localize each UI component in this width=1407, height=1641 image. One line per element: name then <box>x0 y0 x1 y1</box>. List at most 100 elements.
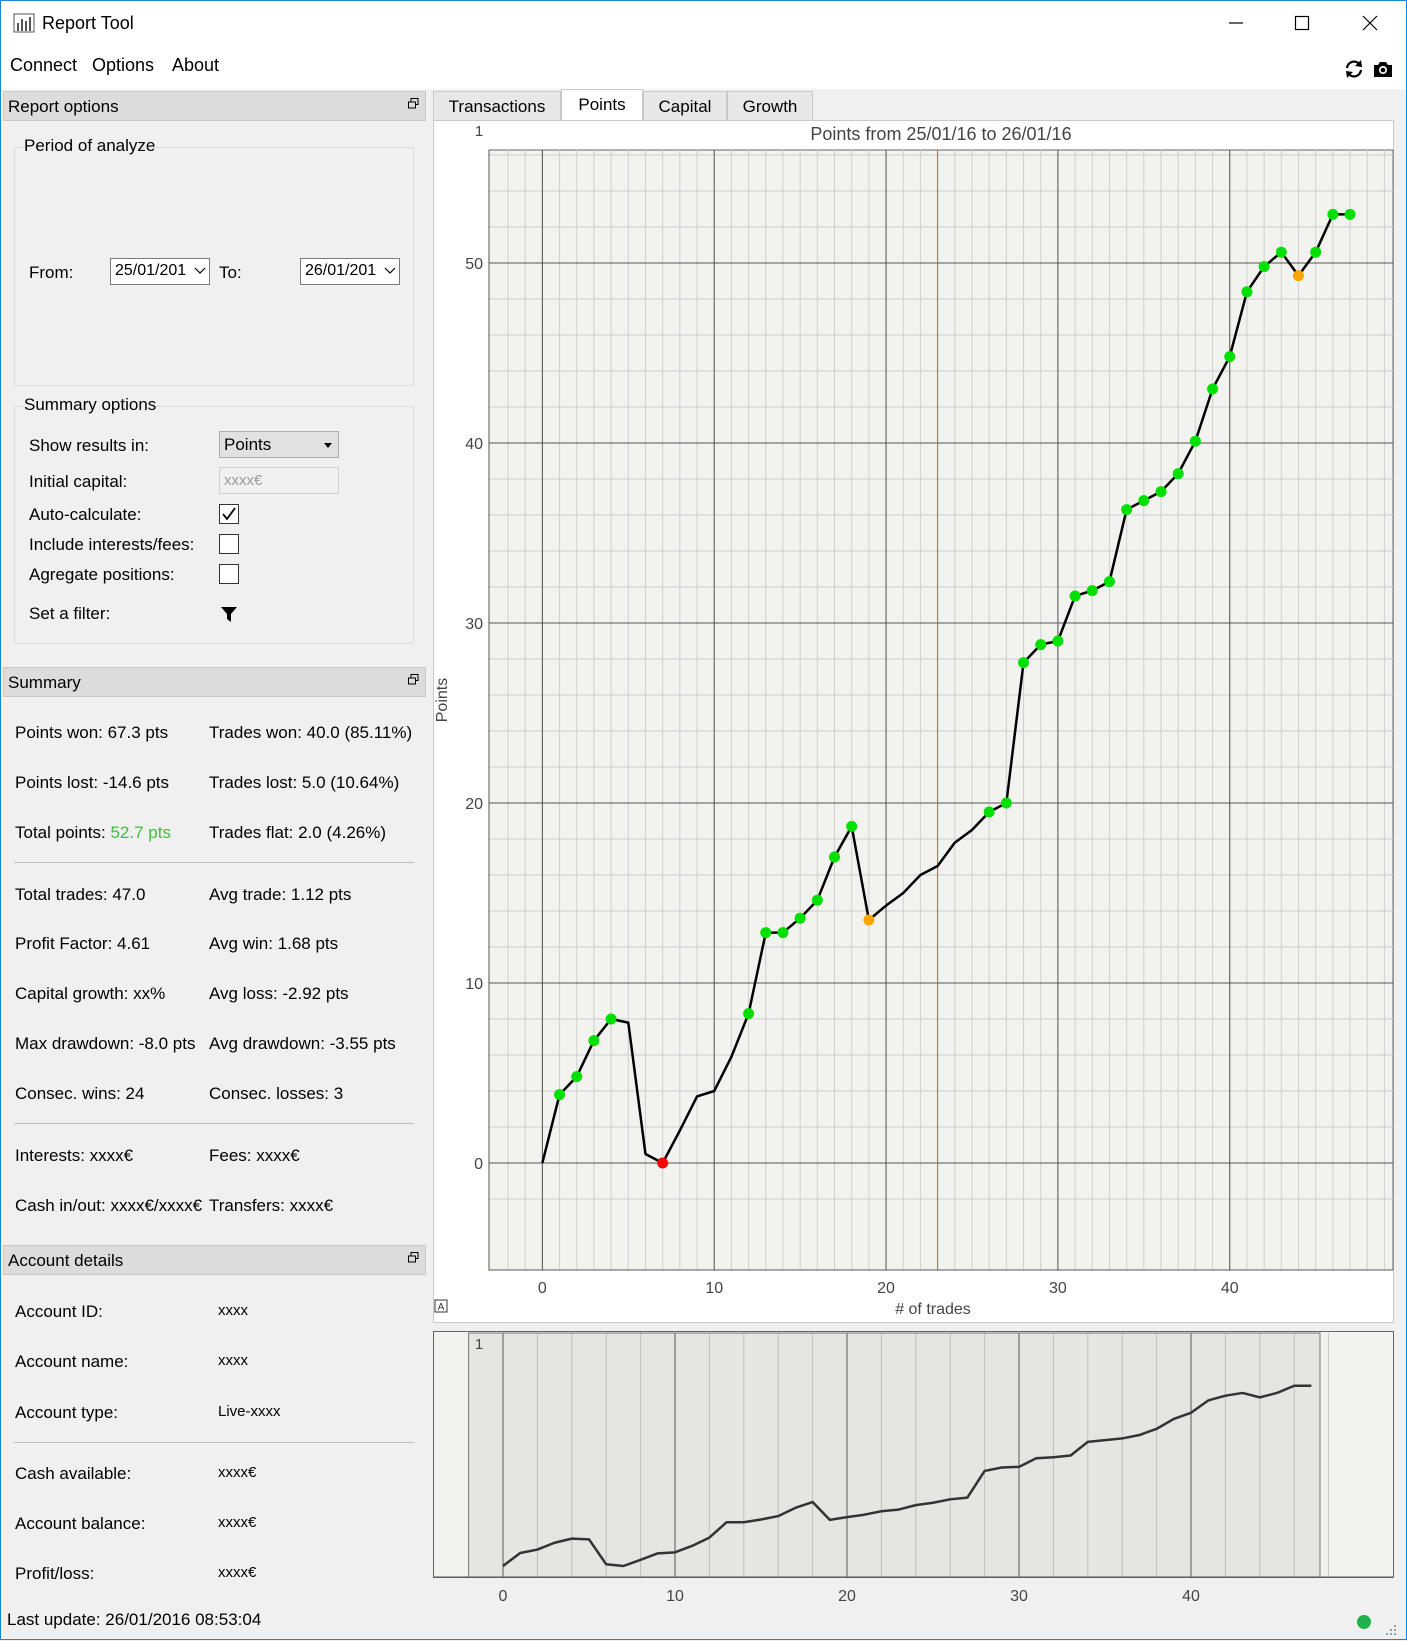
trade-point-win <box>1086 585 1098 597</box>
profit-factor: Profit Factor: 4.61 <box>15 934 151 953</box>
account-name-label: Account name: <box>15 1352 129 1371</box>
summary-header: Summary <box>3 667 426 697</box>
period-groupbox: Period of analyze <box>14 136 414 386</box>
capital-growth: Capital growth: xx% <box>15 984 166 1003</box>
avg-win: Avg win: 1.68 pts <box>209 934 339 953</box>
cash-available-value: xxxx€ <box>218 1464 257 1481</box>
minimize-button[interactable] <box>1201 1 1271 45</box>
initial-capital-placeholder: xxxx€ <box>224 472 263 489</box>
from-label: From: <box>29 263 74 282</box>
account-type-label: Account type: <box>15 1403 119 1422</box>
aggregate-checkbox[interactable] <box>219 564 239 584</box>
trade-point-win <box>1241 286 1253 298</box>
filter-label: Set a filter: <box>29 604 111 623</box>
maximize-button[interactable] <box>1267 1 1337 45</box>
total-trades: Total trades: 47.0 <box>15 885 146 904</box>
consec-losses: Consec. losses: 3 <box>209 1084 344 1103</box>
auto-calc-checkbox[interactable] <box>219 504 239 524</box>
account-details-title: Account details <box>8 1251 124 1270</box>
resize-grip-icon[interactable] <box>1384 1623 1398 1637</box>
auto-calc-label: Auto-calculate: <box>29 505 142 524</box>
tab-transactions[interactable]: Transactions <box>433 91 561 121</box>
auto-range-icon-glyph: A <box>438 1302 445 1313</box>
trade-point-win <box>1310 246 1322 258</box>
initial-capital-input[interactable]: xxxx€ <box>219 467 339 494</box>
cash-in-out: Cash in/out: xxxx€/xxxx€ <box>15 1196 203 1215</box>
trade-point-win <box>1103 576 1115 588</box>
trade-point-win <box>1018 657 1030 669</box>
float-icon[interactable] <box>408 674 419 685</box>
account-balance-label: Account balance: <box>15 1514 146 1533</box>
menu-bar: Connect Options About <box>1 45 1406 89</box>
float-icon[interactable] <box>408 1252 419 1263</box>
title-bar: Report Tool <box>1 1 1406 45</box>
trade-point-win <box>743 1008 755 1020</box>
corner-label: 1 <box>475 123 483 140</box>
plot-area <box>488 149 1394 1271</box>
float-icon[interactable] <box>408 98 419 109</box>
report-options-header: Report options <box>3 91 426 121</box>
y-tick-label: 30 <box>465 616 483 633</box>
from-date-value: 25/01/201 <box>115 262 187 279</box>
tab-growth[interactable]: Growth <box>727 91 813 121</box>
window-title: Report Tool <box>42 13 134 33</box>
overview-series-line <box>502 1384 1312 1568</box>
from-date-field[interactable]: 25/01/201 <box>110 258 210 285</box>
menu-connect[interactable]: Connect <box>10 55 78 75</box>
to-date-value: 26/01/201 <box>305 262 377 279</box>
trade-point-win <box>1069 590 1081 602</box>
avg-trade: Avg trade: 1.12 pts <box>209 885 352 904</box>
overview-chart[interactable]: 0 10 20 30 40 1 <box>433 1331 1401 1605</box>
include-fees-checkbox[interactable] <box>219 534 239 554</box>
trade-point-win <box>1000 797 1012 809</box>
chart-app-icon <box>13 13 35 33</box>
trade-point-win <box>1052 635 1064 647</box>
to-date-field[interactable]: 26/01/201 <box>300 258 400 285</box>
refresh-icon[interactable] <box>1342 57 1366 81</box>
close-button[interactable] <box>1335 1 1405 45</box>
avg-drawdown: Avg drawdown: -3.55 pts <box>209 1034 396 1053</box>
menu-about[interactable]: About <box>172 55 220 75</box>
overview-x-tick-label: 40 <box>1182 1588 1200 1605</box>
points-series-line <box>541 213 1351 1165</box>
total-points-value: 52.7 pts <box>110 823 171 842</box>
overview-x-tick-label: 10 <box>666 1588 684 1605</box>
minimize-icon <box>1229 22 1243 24</box>
trade-point-win <box>811 894 823 906</box>
last-update: Last update: 26/01/2016 08:53:04 <box>7 1610 262 1629</box>
show-results-select[interactable]: Points <box>219 431 339 458</box>
y-tick-label: 0 <box>474 1156 483 1173</box>
trade-point-win <box>1155 486 1167 498</box>
include-fees-label: Include interests/fees: <box>29 535 195 554</box>
chevron-down-icon <box>384 267 396 274</box>
connection-status-icon <box>1357 1615 1371 1629</box>
trade-point-win <box>1121 504 1133 516</box>
points-chart[interactable]: 0 10 20 30 40 0 10 20 30 40 50 Points from 25/01/16… <box>433 120 1401 1330</box>
camera-icon[interactable] <box>1371 57 1395 81</box>
trade-point-win <box>983 806 995 818</box>
account-type-value: Live-xxxx <box>218 1403 281 1420</box>
tab-points[interactable]: Points <box>561 89 643 121</box>
chevron-down-icon <box>194 267 206 274</box>
chart-title: Points from 25/01/16 to 26/01/16 <box>810 124 1071 144</box>
overview-background <box>433 1331 1394 1578</box>
filter-icon[interactable] <box>220 606 238 624</box>
summary-options-groupbox: Summary options <box>14 395 414 644</box>
tab-capital[interactable]: Capital <box>643 91 727 121</box>
aggregate-label: Agregate positions: <box>29 565 175 584</box>
trade-point-win <box>1138 495 1150 507</box>
trades-lost: Trades lost: 5.0 (10.64%) <box>209 773 400 792</box>
trade-point-win <box>794 912 806 924</box>
total-points-label: Total points: <box>15 823 111 842</box>
points-won: Points won: 67.3 pts <box>15 723 169 742</box>
trade-point-win <box>1207 383 1219 395</box>
menu-options[interactable]: Options <box>92 55 155 75</box>
trade-point-win <box>846 820 858 832</box>
fees: Fees: xxxx€ <box>209 1146 300 1165</box>
y-axis-label: Points <box>434 678 451 722</box>
auto-range-icon <box>434 1299 448 1313</box>
profit-loss-label: Profit/loss: <box>15 1564 95 1583</box>
account-name-value: xxxx <box>218 1352 248 1369</box>
show-results-value: Points <box>224 435 272 454</box>
